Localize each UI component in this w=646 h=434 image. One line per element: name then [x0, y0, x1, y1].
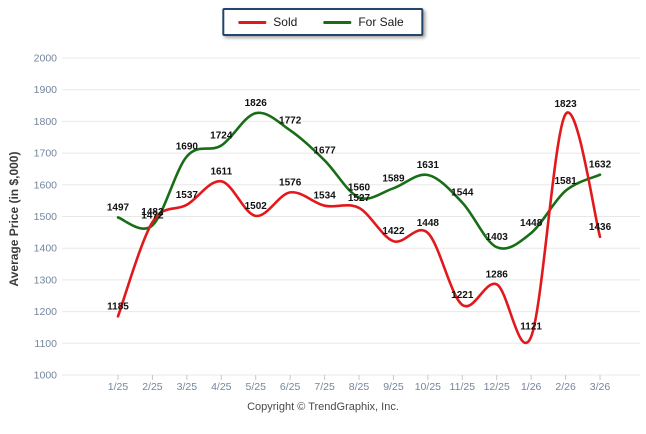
legend-label-sold: Sold — [273, 15, 298, 29]
y-tick-label: 1700 — [34, 148, 58, 160]
sold-data-label: 1185 — [107, 301, 129, 312]
for-sale-data-label: 1544 — [451, 188, 474, 199]
sold-data-label: 1221 — [451, 290, 474, 301]
for-sale-data-label: 1581 — [554, 176, 577, 187]
y-tick-label: 1800 — [34, 116, 58, 128]
y-tick-label: 1300 — [34, 274, 58, 286]
x-tick-label: 1/26 — [521, 381, 542, 393]
x-tick-label: 4/25 — [211, 381, 232, 393]
x-tick-label: 11/25 — [450, 381, 476, 393]
sold-data-label: 1448 — [417, 218, 440, 229]
chart-legend: Sold For Sale — [222, 8, 424, 36]
sold-data-label: 1121 — [520, 322, 542, 333]
for-sale-data-label: 1560 — [348, 182, 371, 193]
x-tick-label: 1/25 — [108, 381, 129, 393]
y-tick-label: 1600 — [34, 179, 58, 191]
legend-label-for-sale: For Sale — [358, 15, 404, 29]
for-sale-data-label: 1472 — [141, 210, 164, 221]
for-sale-line — [116, 111, 602, 250]
sold-data-label: 1286 — [486, 269, 509, 280]
for-sale-data-label: 1497 — [107, 202, 130, 213]
for-sale-data-label: 1724 — [210, 130, 233, 141]
sold-data-label: 1537 — [176, 190, 199, 201]
x-tick-label: 3/26 — [590, 381, 611, 393]
sold-data-label: 1534 — [313, 191, 336, 202]
sold-data-label: 1482 — [141, 207, 164, 218]
for-sale-line-swatch-icon — [323, 20, 352, 24]
for-sale-data-label: 1690 — [176, 141, 199, 152]
y-tick-label: 1000 — [34, 370, 58, 382]
sold-data-label: 1436 — [589, 222, 612, 233]
x-tick-label: 2/25 — [142, 381, 163, 393]
for-sale-data-label: 1631 — [417, 160, 440, 171]
x-tick-label: 7/25 — [314, 381, 335, 393]
x-tick-label: 6/25 — [280, 381, 301, 393]
for-sale-data-label: 1403 — [486, 232, 509, 243]
sold-data-label: 1611 — [210, 166, 232, 177]
for-sale-data-label: 1677 — [313, 145, 336, 156]
y-tick-label: 1200 — [34, 306, 58, 318]
x-tick-label: 9/25 — [383, 381, 404, 393]
legend-item-for-sale: For Sale — [323, 15, 404, 29]
for-sale-data-label: 1826 — [245, 98, 268, 109]
y-tick-label: 1900 — [34, 84, 58, 96]
for-sale-data-label: 1632 — [589, 160, 612, 171]
x-tick-label: 2/26 — [555, 381, 576, 393]
sold-data-label: 1502 — [245, 201, 268, 212]
sold-data-label: 1527 — [348, 193, 371, 204]
x-tick-label: 8/25 — [349, 381, 370, 393]
x-tick-label: 5/25 — [246, 381, 267, 393]
sold-data-label: 1823 — [554, 99, 577, 110]
y-tick-label: 1100 — [34, 338, 57, 350]
x-tick-label: 12/25 — [484, 381, 510, 393]
y-tick-label: 1500 — [34, 211, 58, 223]
legend-item-sold: Sold — [238, 15, 297, 29]
y-axis-title: Average Price (in $,000) — [7, 151, 21, 287]
y-tick-label: 1400 — [34, 243, 58, 255]
for-sale-data-label: 1448 — [520, 218, 543, 229]
sold-data-label: 1576 — [279, 177, 302, 188]
y-tick-label: 2000 — [34, 53, 58, 65]
copyright-text: Copyright © TrendGraphix, Inc. — [247, 401, 399, 413]
sold-line-swatch-icon — [238, 20, 267, 24]
sold-line — [116, 111, 602, 345]
x-tick-label: 10/25 — [415, 381, 441, 393]
for-sale-data-label: 1772 — [279, 115, 302, 126]
sold-data-label: 1422 — [382, 226, 405, 237]
for-sale-data-label: 1589 — [382, 173, 405, 184]
x-tick-label: 3/25 — [177, 381, 198, 393]
